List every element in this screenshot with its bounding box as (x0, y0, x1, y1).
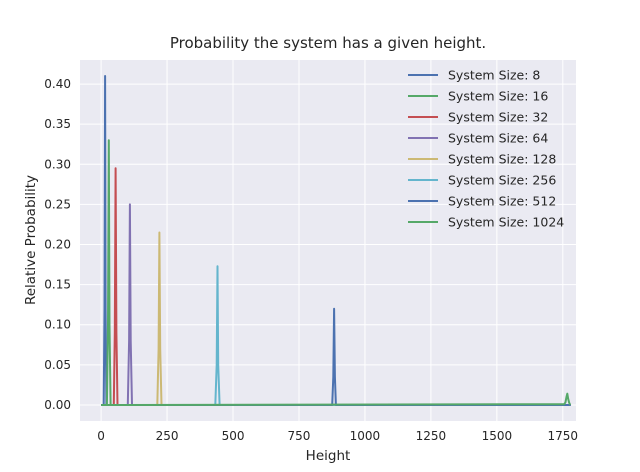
y-tick-label: 0.00 (44, 398, 71, 412)
x-tick-label: 500 (222, 429, 245, 443)
gridlines (80, 60, 576, 421)
y-tick-label: 0.30 (44, 157, 71, 171)
legend-label: System Size: 8 (448, 68, 540, 83)
x-tick-label: 1750 (548, 429, 579, 443)
x-tick-label: 1000 (350, 429, 381, 443)
series-line-8 (101, 392, 572, 406)
x-tick-label: 0 (97, 429, 105, 443)
legend-label: System Size: 256 (448, 173, 556, 188)
plot-area (80, 60, 576, 421)
y-tick-label: 0.20 (44, 238, 71, 252)
y-tick-labels: 0.00 0.05 0.10 0.15 0.20 0.25 0.30 0.35 0.40 (44, 77, 71, 412)
y-tick-label: 0.25 (44, 197, 71, 211)
y-tick-label: 0.10 (44, 318, 71, 332)
y-axis-label: Relative Probability (23, 175, 39, 305)
legend-label: System Size: 16 (448, 89, 548, 104)
x-tick-label: 250 (156, 429, 179, 443)
y-tick-label: 0.40 (44, 77, 71, 91)
series-lines (101, 75, 572, 406)
legend-label: System Size: 512 (448, 194, 556, 209)
x-tick-label: 750 (288, 429, 311, 443)
x-tick-labels: 0 250 500 750 1000 1250 1500 1750 (97, 429, 578, 443)
x-axis-label: Height (306, 448, 351, 464)
y-tick-label: 0.05 (44, 358, 71, 372)
y-tick-label: 0.15 (44, 278, 71, 292)
legend: System Size: 8 System Size: 16 System Size… (408, 68, 564, 230)
x-tick-label: 1500 (482, 429, 513, 443)
legend-label: System Size: 128 (448, 152, 556, 167)
legend-label: System Size: 64 (448, 131, 548, 146)
chart-title: Probability the system has a given heigh… (170, 34, 486, 52)
legend-label: System Size: 32 (448, 110, 548, 125)
legend-label: System Size: 1024 (448, 215, 564, 230)
x-tick-label: 1250 (416, 429, 447, 443)
y-tick-label: 0.35 (44, 117, 71, 131)
